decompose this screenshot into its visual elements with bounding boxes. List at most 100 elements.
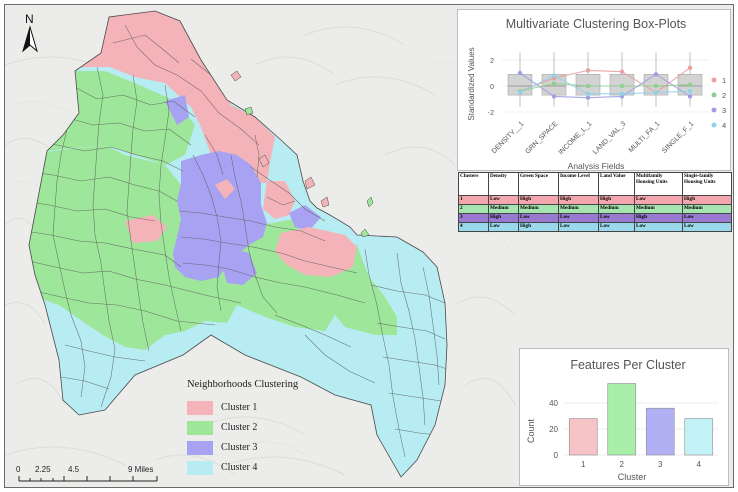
table-cell: 2	[458, 204, 489, 214]
table-cell: Low	[488, 195, 519, 205]
boxplot-series-point	[653, 72, 659, 77]
bar-cluster-4[interactable]	[684, 418, 714, 456]
table-cell: High	[682, 195, 732, 205]
table-cell: Medium	[682, 204, 732, 214]
table-cell: Low	[518, 213, 559, 223]
table-cell: 1	[458, 195, 489, 205]
table-row: 2 Medium Medium Medium Medium Medium Medium	[458, 204, 732, 214]
boxplot-series-point	[619, 83, 625, 89]
table-cell: High	[634, 213, 683, 223]
boxplot-series-point	[585, 68, 591, 73]
table-cell: 3	[458, 213, 489, 223]
legend-label: Cluster 2	[221, 422, 258, 433]
barchart-xtick: 1	[581, 460, 586, 469]
boxplot-chart: Multivariate Clustering Box-Plots Standa…	[467, 17, 726, 171]
scale-tick-3: 9 Miles	[128, 465, 153, 474]
boxplot-field-label: LAND_VAL_3	[592, 120, 627, 155]
table-row: 1 Low High High High Low High	[458, 195, 732, 205]
legend-swatch	[187, 441, 213, 455]
boxplot-series-point	[517, 90, 523, 95]
boxplot-series-point	[585, 83, 591, 89]
table-cell: Low	[558, 213, 599, 223]
table-cell: Low	[682, 222, 732, 232]
table-header: Green Space	[518, 172, 559, 196]
table-cell: Low	[488, 222, 519, 232]
boxplot-series-point	[551, 73, 557, 78]
scale-tick-0: 0	[16, 465, 21, 474]
barchart-xtick: 4	[697, 460, 702, 469]
north-label: N	[25, 12, 34, 26]
boxplot-series-point	[585, 91, 591, 97]
boxplot-field-label: INCOME_L_1	[558, 120, 594, 156]
boxplot-title: Multivariate Clustering Box-Plots	[506, 17, 687, 31]
legend-label: Cluster 1	[221, 402, 258, 413]
legend-swatch	[187, 421, 213, 435]
table-cell: High	[558, 195, 599, 205]
table-cell: Medium	[558, 204, 599, 214]
boxplot-legend-label: 2	[722, 91, 726, 100]
barchart-xtick: 2	[620, 460, 625, 469]
table-cell: Medium	[598, 204, 635, 214]
boxplot-series-point	[653, 83, 659, 89]
boxplot-series-line	[519, 67, 691, 94]
table-header-row: Clusters Density Green Space Income Leve…	[458, 172, 732, 196]
boxplot-series-point	[551, 94, 557, 99]
cluster-summary-table: Clusters Density Green Space Income Leve…	[458, 172, 732, 232]
table-cell: Low	[634, 195, 683, 205]
boxplot-series-point	[551, 81, 557, 86]
table-row: 3 High Low Low Low High Low	[458, 213, 732, 223]
boxplot-boxes	[507, 52, 703, 107]
boxplot-series-point	[653, 90, 659, 95]
boxplot-ytick: -2	[488, 110, 494, 117]
table-cell: Low	[558, 222, 599, 232]
bar-cluster-1[interactable]	[568, 418, 598, 456]
boxplot-legend-label: 4	[722, 121, 726, 130]
table-cell: Low	[598, 222, 635, 232]
table-header: Clusters	[458, 172, 489, 196]
table-header: Single-family Housing Units	[682, 172, 732, 196]
boxplot-series-point	[585, 95, 591, 100]
boxplot-series-point	[687, 65, 693, 70]
boxplot-series-point	[687, 82, 693, 87]
barchart-ytick: 20	[549, 425, 558, 434]
legend-label: Cluster 3	[221, 442, 258, 453]
boxplot-field-label: MULTI_FA_1	[628, 120, 662, 154]
boxplot-panel: Multivariate Clustering Box-Plots Standa…	[457, 9, 731, 171]
neighborhood-map[interactable]: N 0 2.25 4.5 9 Miles	[5, 5, 734, 488]
boxplot-series-line	[519, 72, 691, 99]
table-header: Land Value	[598, 172, 635, 196]
boxplot-field-label: DENSITY__1	[491, 120, 526, 155]
boxplot-field-label: GRN_SPACE	[524, 120, 559, 155]
table-cell: High	[488, 213, 519, 223]
table-cell: Medium	[634, 204, 683, 214]
legend-swatch	[187, 461, 213, 475]
boxplot-legend-label: 3	[722, 106, 726, 115]
cluster-zones	[29, 11, 447, 477]
bar-cluster-3[interactable]	[645, 407, 675, 456]
boxplot-ytick: 2	[490, 58, 494, 65]
map-layout: N 0 2.25 4.5 9 Miles Neighborhoods Clust…	[4, 4, 734, 488]
boxplot-legend-label: 1	[722, 76, 726, 85]
table-cell: Low	[634, 222, 683, 232]
table-header: Multifamily Housing Units	[634, 172, 683, 196]
features-per-cluster-chart: Features Per Cluster Count Cluster 0 20 40…	[526, 358, 718, 482]
boxplot-xlabel: Analysis Fields	[568, 161, 625, 170]
features-per-cluster-panel: Features Per Cluster Count Cluster 0 20 40…	[519, 348, 729, 486]
table-cell: High	[518, 195, 559, 205]
table-cell: Medium	[488, 204, 519, 214]
boxplot-series-line	[519, 74, 691, 95]
table-header: Income Level	[558, 172, 599, 196]
study-area-boundary	[28, 10, 448, 478]
barchart-ylabel: Count	[526, 419, 536, 444]
legend-swatch	[187, 401, 213, 415]
barchart-ytick: 0	[554, 451, 559, 460]
boxplot-legend: 1 2 3 4	[711, 76, 726, 130]
barchart-ytick: 40	[549, 399, 558, 408]
table-cell: 4	[458, 222, 489, 232]
boxplot-ylabel: Standardized Values	[467, 47, 476, 120]
bar-cluster-2[interactable]	[607, 383, 637, 456]
barchart-title: Features Per Cluster	[570, 358, 685, 372]
table-cell: High	[518, 222, 559, 232]
scale-tick-1: 2.25	[35, 465, 51, 474]
